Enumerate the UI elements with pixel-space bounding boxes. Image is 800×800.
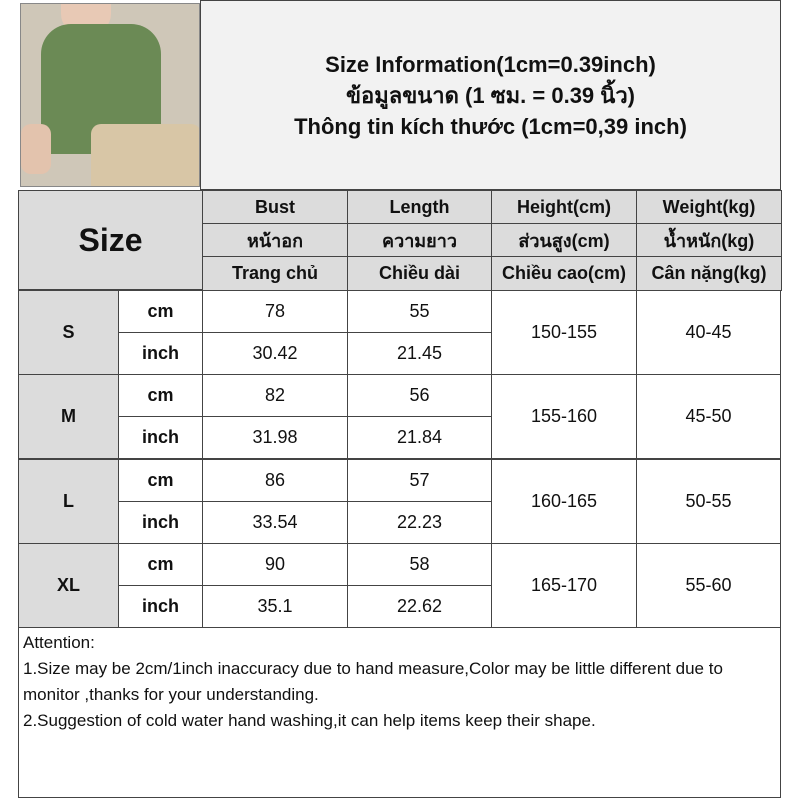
table-cell: 22.23 <box>347 500 492 544</box>
title-vietnamese: Thông tin kích thước (1cm=0,39 inch) <box>294 113 687 139</box>
table-cell: 78 <box>202 290 348 333</box>
table-cell: 22.62 <box>347 584 492 628</box>
table-cell: 33.54 <box>202 500 348 544</box>
attention-note-2: 2.Suggestion of cold water hand washing,… <box>23 711 596 730</box>
column-header: Chiều dài <box>347 256 492 291</box>
table-cell: 21.84 <box>347 416 492 460</box>
table-cell: 21.45 <box>347 332 492 375</box>
weight-cell: 55-60 <box>636 542 781 628</box>
column-header: ส่วนสูง(cm) <box>491 223 637 257</box>
title-thai: ข้อมูลขนาด (1 ซม. = 0.39 นิ้ว) <box>345 82 635 108</box>
table-cell: 30.42 <box>202 332 348 375</box>
height-cell: 160-165 <box>491 458 637 544</box>
table-cell: 35.1 <box>202 584 348 628</box>
height-cell: 150-155 <box>491 290 637 375</box>
column-header: Length <box>347 190 492 224</box>
unit-label: inch <box>118 416 203 460</box>
column-header: Height(cm) <box>491 190 637 224</box>
unit-label: cm <box>118 374 203 418</box>
column-header: ความยาว <box>347 223 492 257</box>
column-header: Chiều cao(cm) <box>491 256 637 291</box>
unit-label: cm <box>118 458 203 502</box>
table-cell: 90 <box>202 542 348 586</box>
table-cell: 31.98 <box>202 416 348 460</box>
size-label: XL <box>18 542 119 628</box>
unit-label: inch <box>118 584 203 628</box>
column-header: Weight(kg) <box>636 190 782 224</box>
attention-notes: Attention: 1.Size may be 2cm/1inch inacc… <box>18 627 781 798</box>
table-cell: 58 <box>347 542 492 586</box>
table-cell: 86 <box>202 458 348 502</box>
product-photo <box>20 3 200 187</box>
size-label: S <box>18 290 119 375</box>
unit-label: inch <box>118 500 203 544</box>
weight-cell: 45-50 <box>636 374 781 460</box>
height-cell: 165-170 <box>491 542 637 628</box>
column-header: Trang chủ <box>202 256 348 291</box>
table-cell: 57 <box>347 458 492 502</box>
size-header: Size <box>18 190 203 290</box>
size-info-title: Size Information(1cm=0.39inch) ข้อมูลขนา… <box>200 0 781 190</box>
column-header: Bust <box>202 190 348 224</box>
unit-label: cm <box>118 290 203 333</box>
table-cell: 56 <box>347 374 492 418</box>
weight-cell: 40-45 <box>636 290 781 375</box>
table-cell: 82 <box>202 374 348 418</box>
unit-label: inch <box>118 332 203 375</box>
title-english: Size Information(1cm=0.39inch) <box>325 51 656 77</box>
column-header: หน้าอก <box>202 223 348 257</box>
height-cell: 155-160 <box>491 374 637 460</box>
size-label: M <box>18 374 119 460</box>
weight-cell: 50-55 <box>636 458 781 544</box>
attention-heading: Attention: <box>23 633 95 652</box>
table-cell: 55 <box>347 290 492 333</box>
column-header: น้ำหนัก(kg) <box>636 223 782 257</box>
size-label: L <box>18 458 119 544</box>
column-header: Cân nặng(kg) <box>636 256 782 291</box>
unit-label: cm <box>118 542 203 586</box>
attention-note-1: 1.Size may be 2cm/1inch inaccuracy due t… <box>23 659 723 704</box>
